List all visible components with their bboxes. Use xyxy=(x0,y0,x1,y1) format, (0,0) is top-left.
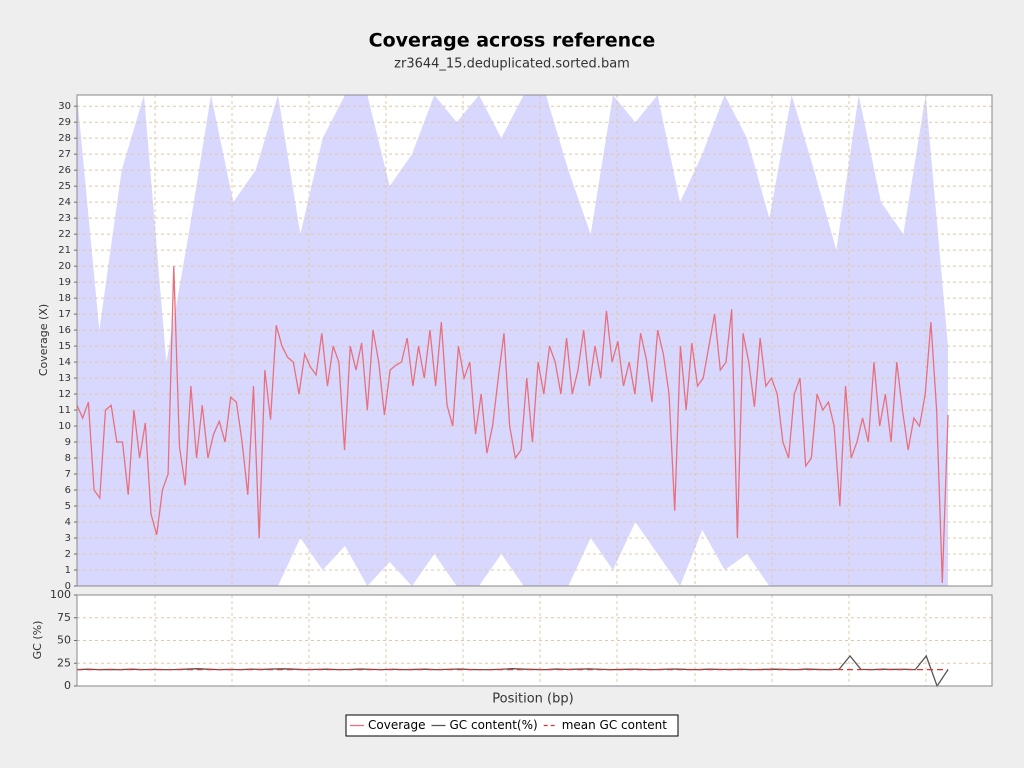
y-tick-label: 22 xyxy=(58,229,71,240)
y-tick-label: 1 xyxy=(65,565,71,576)
plot-border xyxy=(76,594,993,687)
legend-label: mean GC content xyxy=(562,718,668,732)
y-tick-label: 28 xyxy=(58,133,71,144)
series-line xyxy=(76,266,949,583)
y-tick-label: 4 xyxy=(65,517,71,528)
y-tick-label: 29 xyxy=(58,117,71,128)
legend-label: Coverage xyxy=(368,718,426,732)
y-tick-label: 0 xyxy=(64,679,71,692)
y-tick-label: 23 xyxy=(58,213,71,224)
y-tick-label: 3 xyxy=(65,533,71,544)
y-tick-label: 100 xyxy=(50,588,71,601)
y-tick-label: 7 xyxy=(65,469,71,480)
y-tick-label: 15 xyxy=(58,341,71,352)
y-tick-label: 21 xyxy=(58,245,71,256)
y-tick-label: 75 xyxy=(57,611,71,624)
y-tick-label: 30 xyxy=(58,101,71,112)
y-tick-label: 50 xyxy=(57,634,71,647)
legend-label: GC content(%) xyxy=(450,718,538,732)
y-tick-label: 25 xyxy=(57,656,71,669)
chart-title: Coverage across reference xyxy=(369,30,656,52)
y-tick-label: 10 xyxy=(58,421,71,432)
legend-box xyxy=(345,714,679,737)
y-tick-label: 0 xyxy=(65,581,71,592)
y-tick-label: 14 xyxy=(58,357,71,368)
y-axis-label: Coverage (X) xyxy=(37,304,50,376)
y-tick-label: 20 xyxy=(58,261,71,272)
y-tick-label: 18 xyxy=(58,293,71,304)
y-tick-label: 24 xyxy=(58,197,71,208)
y-tick-label: 2 xyxy=(65,549,71,560)
y-tick-label: 13 xyxy=(58,373,71,384)
y-axis-label: GC (%) xyxy=(31,621,44,660)
plot-border xyxy=(76,94,993,587)
y-tick-label: 5 xyxy=(65,501,71,512)
y-tick-label: 8 xyxy=(65,453,71,464)
y-tick-label: 25 xyxy=(58,181,71,192)
y-tick-label: 11 xyxy=(58,405,71,416)
y-tick-label: 27 xyxy=(58,149,71,160)
y-tick-label: 17 xyxy=(58,309,71,320)
y-tick-label: 26 xyxy=(58,165,71,176)
y-tick-label: 6 xyxy=(65,485,71,496)
y-tick-label: 16 xyxy=(58,325,71,336)
y-tick-label: 9 xyxy=(65,437,71,448)
y-tick-label: 12 xyxy=(58,389,71,400)
chart-subtitle: zr3644_15.deduplicated.sorted.bam xyxy=(394,57,630,72)
x-axis-label: Position (bp) xyxy=(492,692,573,707)
y-tick-label: 19 xyxy=(58,277,71,288)
